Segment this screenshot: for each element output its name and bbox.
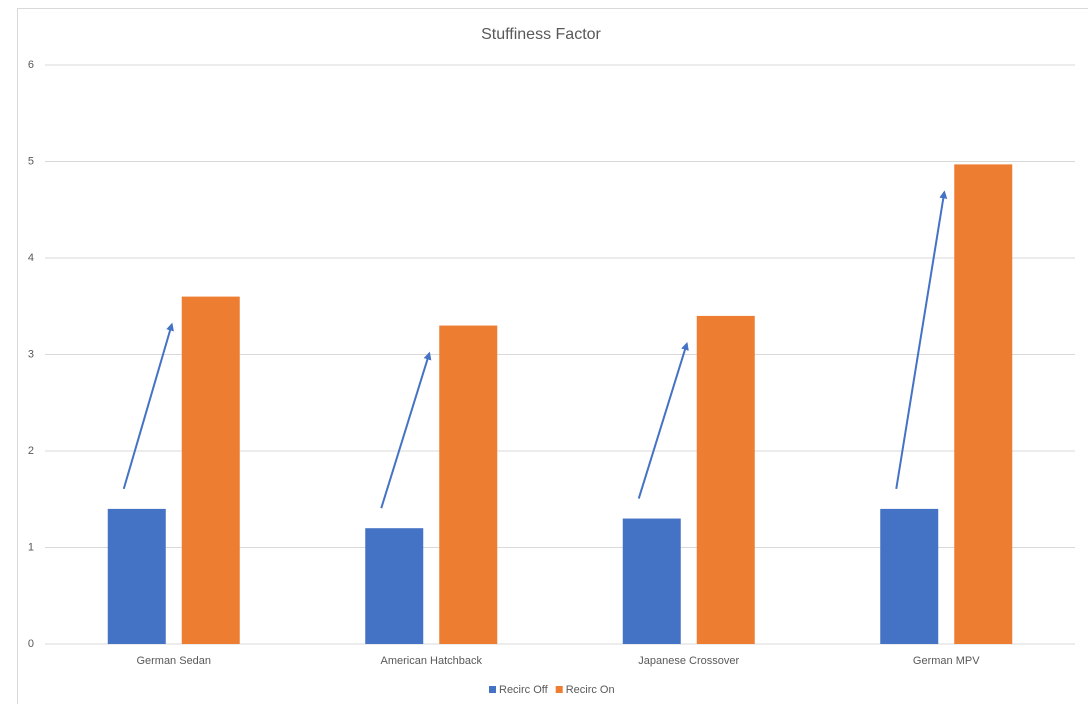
bar [439,325,498,644]
y-tick-label: 4 [28,252,34,264]
legend-label: Recirc Off [499,684,549,696]
bar [954,164,1013,644]
legend-swatch [489,686,496,693]
x-tick-label: German Sedan [136,655,211,667]
y-tick-label: 6 [28,59,34,71]
legend-swatch [555,686,563,693]
bar [696,315,755,644]
y-tick-label: 0 [28,638,34,650]
y-tick-label: 2 [28,445,34,457]
bar [181,296,240,644]
arrow [895,190,948,490]
y-tick-label: 5 [28,155,34,167]
chart-title: Stuffiness Factor [481,26,601,43]
arrow [380,351,432,509]
x-tick-label: Japanese Crossover [638,655,739,667]
x-tick-label: American Hatchback [381,655,483,667]
y-tick-label: 3 [28,348,34,360]
arrow [637,341,689,499]
bar [880,508,939,644]
x-tick-label: German MPV [913,655,980,667]
bar [107,508,166,644]
bar [622,518,681,644]
legend-label: Recirc On [566,684,615,696]
bar [365,528,424,644]
arrow [122,322,174,490]
y-tick-label: 1 [28,541,34,553]
